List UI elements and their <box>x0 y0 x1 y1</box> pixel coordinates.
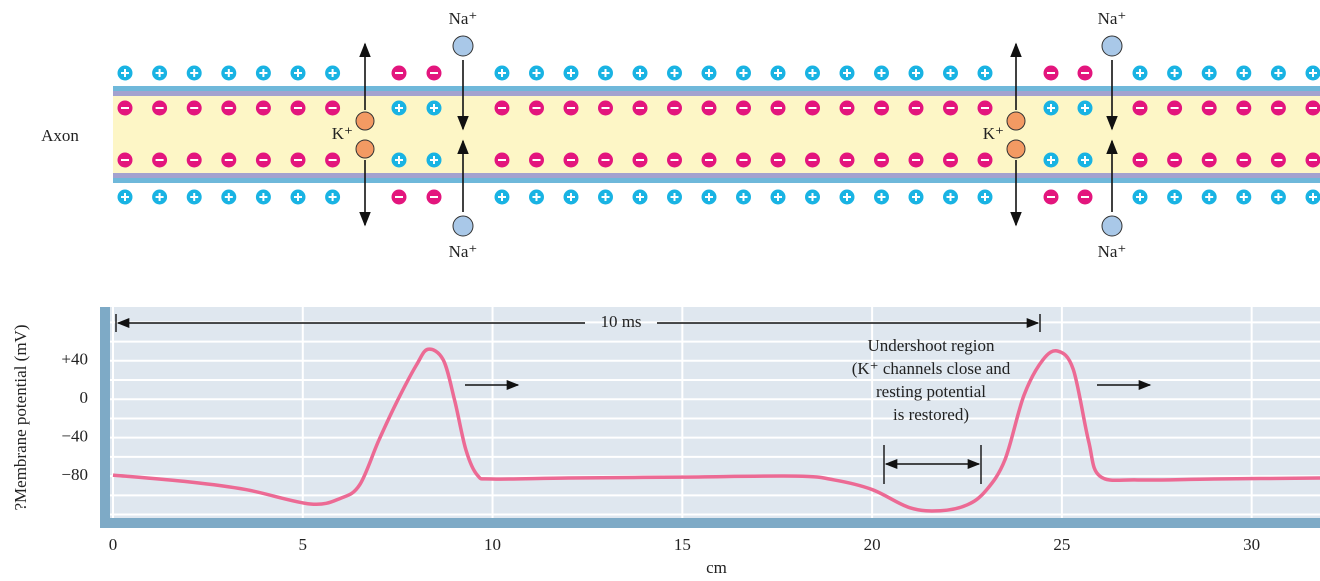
axis-band <box>100 307 110 528</box>
axon-label: Axon <box>41 126 79 145</box>
x-tick-label: 15 <box>674 535 691 554</box>
membrane <box>113 91 1320 96</box>
axon-diagram: Axon <box>41 86 1320 183</box>
y-tick-label: −80 <box>61 465 88 484</box>
y-tick-label: +40 <box>61 350 88 369</box>
x-tick-label: 5 <box>299 535 308 554</box>
potential-line <box>112 347 1320 513</box>
k-label: K⁺ <box>983 124 1004 143</box>
y-tick-label: −40 <box>61 427 88 446</box>
na-label: Na⁺ <box>1098 242 1127 261</box>
x-tick-label: 10 <box>484 535 501 554</box>
k-ion <box>1006 139 1026 159</box>
k-ion <box>355 139 375 159</box>
na-ion <box>1101 215 1123 237</box>
membrane <box>113 86 1320 91</box>
membrane <box>113 173 1320 178</box>
undershoot-label: (K⁺ channels close and <box>852 359 1011 378</box>
x-tick-label: 0 <box>109 535 118 554</box>
x-tick-label: 20 <box>864 535 881 554</box>
undershoot-label: is restored) <box>893 405 969 424</box>
axon-body <box>113 88 1320 183</box>
x-tick-label: 30 <box>1243 535 1260 554</box>
k-label: K⁺ <box>332 124 353 143</box>
x-tick-label: 25 <box>1053 535 1070 554</box>
y-axis-label: ?Membrane potential (mV) <box>11 325 30 511</box>
k-ion <box>1006 111 1026 131</box>
na-ion <box>452 35 474 57</box>
membrane <box>113 178 1320 183</box>
na-label: Na⁺ <box>1098 9 1127 28</box>
undershoot-label: Undershoot region <box>867 336 995 355</box>
x-axis-label: cm <box>706 558 727 577</box>
na-ion <box>452 215 474 237</box>
y-tick-label: 0 <box>80 388 89 407</box>
na-label: Na⁺ <box>449 9 478 28</box>
na-label: Na⁺ <box>449 242 478 261</box>
k-ion <box>355 111 375 131</box>
axis-band <box>100 518 1320 528</box>
undershoot-label: resting potential <box>876 382 986 401</box>
duration-label: 10 ms <box>600 312 641 331</box>
na-ion <box>1101 35 1123 57</box>
